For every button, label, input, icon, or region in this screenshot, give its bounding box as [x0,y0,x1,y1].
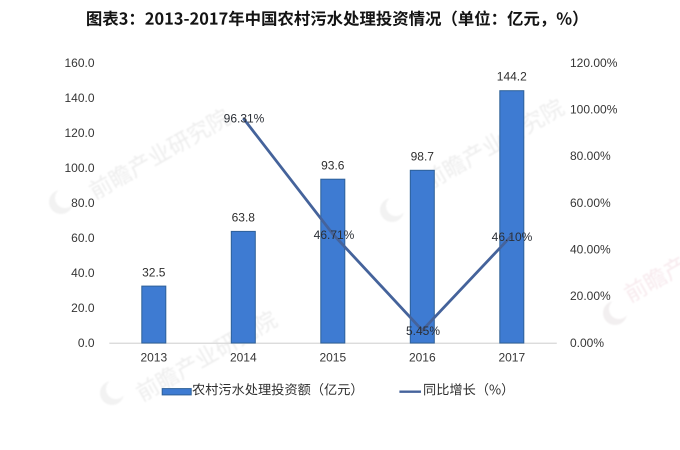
svg-text:2016: 2016 [409,351,436,365]
svg-text:20.0: 20.0 [71,301,95,315]
svg-text:2014: 2014 [230,351,257,365]
svg-text:40.0: 40.0 [71,266,95,280]
svg-text:0.0: 0.0 [78,336,95,350]
svg-text:2017: 2017 [498,351,525,365]
svg-text:46.10%: 46.10% [492,230,533,244]
svg-text:98.7: 98.7 [411,149,435,163]
svg-text:60.0: 60.0 [71,231,95,245]
svg-text:2013: 2013 [140,351,167,365]
svg-text:140.0: 140.0 [64,91,94,105]
svg-text:120.00%: 120.00% [570,56,618,70]
svg-text:63.8: 63.8 [232,211,256,225]
svg-text:60.00%: 60.00% [570,196,611,210]
svg-text:20.00%: 20.00% [570,289,611,303]
svg-text:100.0: 100.0 [64,161,94,175]
svg-text:93.6: 93.6 [321,158,345,172]
svg-text:0.00%: 0.00% [570,336,604,350]
svg-text:2015: 2015 [319,351,346,365]
svg-text:100.00%: 100.00% [570,103,618,117]
svg-text:32.5: 32.5 [142,266,166,280]
svg-text:96.31%: 96.31% [224,112,265,126]
svg-text:5.45%: 5.45% [406,324,440,338]
svg-text:40.00%: 40.00% [570,243,611,257]
svg-text:160.0: 160.0 [64,56,94,70]
svg-text:144.2: 144.2 [497,70,527,84]
svg-text:120.0: 120.0 [64,126,94,140]
svg-text:80.00%: 80.00% [570,149,611,163]
svg-text:80.0: 80.0 [71,196,95,210]
svg-text:46.71%: 46.71% [314,228,355,242]
